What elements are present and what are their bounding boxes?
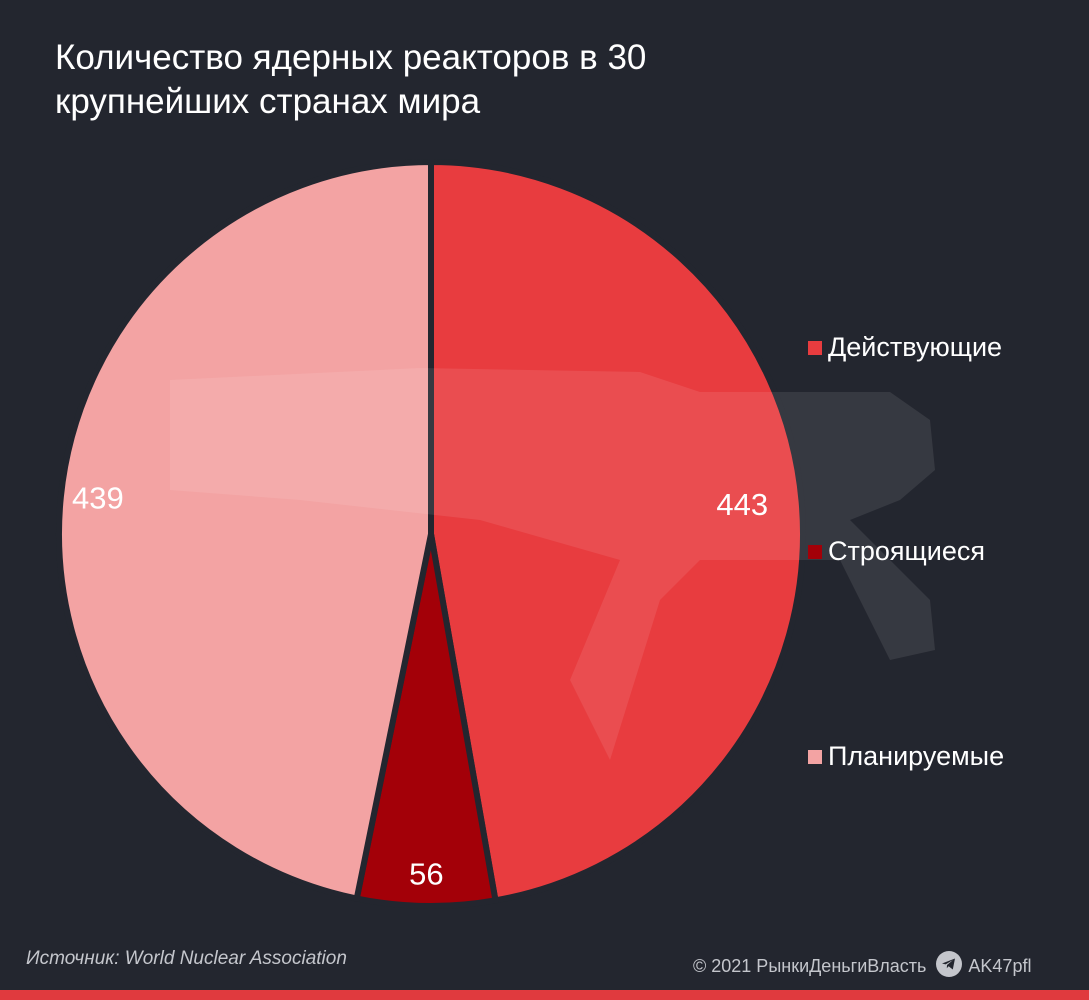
legend-swatch-under-construction (808, 544, 822, 559)
legend-label-operating: Действующие (828, 332, 1003, 362)
value-label-under-construction: 56 (409, 856, 443, 891)
source-note: Источник: World Nuclear Association (26, 948, 347, 969)
legend-item-planned: Планируемые (808, 741, 1004, 772)
rifle-watermark-icon (170, 368, 935, 760)
legend-item-under-construction: Строящиеся (808, 536, 985, 567)
legend-item-operating: Действующие (808, 332, 1002, 363)
chart-title: Количество ядерных реакторов в 30 крупне… (55, 38, 647, 121)
legend-label-under-construction: Строящиеся (828, 536, 985, 566)
legend-swatch-operating (808, 340, 822, 355)
value-label-planned: 439 (72, 481, 124, 516)
copyright-line: © 2021 РынкиДеньгиВласть AK47pfl (693, 951, 1031, 982)
legend-label-planned: Планируемые (828, 741, 1005, 771)
telegram-handle[interactable]: AK47pfl (968, 956, 1032, 976)
accent-bar (0, 990, 1089, 1000)
legend-swatch-planned (808, 749, 822, 764)
slice-operating (428, 158, 806, 904)
value-label-operating: 443 (716, 487, 768, 522)
telegram-icon (936, 951, 963, 982)
slice-planned (56, 158, 434, 903)
copyright-text: © 2021 РынкиДеньгиВласть (693, 956, 927, 976)
